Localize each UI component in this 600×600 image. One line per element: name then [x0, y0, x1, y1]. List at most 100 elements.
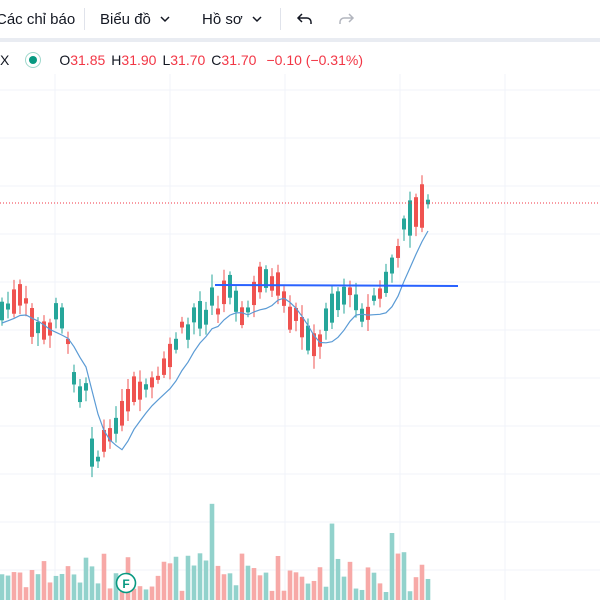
chevron-down-icon — [252, 16, 262, 23]
candle-body — [342, 286, 346, 305]
candle-body — [408, 200, 412, 236]
volume-bar — [383, 591, 389, 600]
top-toolbar: Các chỉ báo Biểu đồ Hồ sơ — [0, 0, 600, 38]
volume-bar — [329, 523, 335, 600]
moving-average-line — [1, 230, 429, 451]
volume-bar — [287, 570, 293, 600]
volume-bar — [5, 575, 11, 600]
candle-body — [120, 400, 124, 426]
chart-type-button[interactable]: Biểu đồ — [100, 0, 171, 38]
candle-body — [270, 276, 274, 291]
volume-bar — [47, 582, 53, 600]
candle-body — [240, 307, 244, 326]
live-dot-icon — [25, 52, 42, 68]
candle-body — [66, 338, 70, 345]
candle-body — [294, 307, 298, 321]
candle-body — [366, 306, 370, 320]
volume-bar — [371, 572, 377, 600]
volume-bar — [173, 556, 179, 600]
candle-body — [390, 257, 394, 274]
redo-button[interactable] — [336, 0, 356, 38]
candle-body — [90, 438, 94, 467]
candle-body — [318, 334, 322, 347]
volume-bar — [29, 569, 35, 600]
volume-bar — [407, 591, 413, 600]
candle-body — [60, 307, 64, 329]
volume-bar — [347, 561, 353, 600]
candle-body — [150, 377, 154, 388]
candle-body — [204, 309, 208, 325]
volume-bar — [353, 588, 359, 600]
candle-body — [384, 271, 388, 293]
volume-bar — [221, 574, 227, 600]
candle-body — [72, 372, 76, 385]
volume-bar — [359, 589, 365, 600]
high-value: 31.90 — [121, 52, 157, 68]
candle-body — [102, 429, 106, 452]
volume-bar — [245, 565, 251, 600]
candle-body — [426, 199, 430, 205]
low-value: 31.70 — [170, 52, 206, 68]
volume-bar — [275, 555, 281, 600]
candle-body — [108, 428, 112, 442]
volume-bar — [335, 558, 341, 600]
volume-bar — [23, 587, 29, 600]
resistance-trendline[interactable] — [214, 284, 459, 287]
volume-bar — [0, 574, 5, 600]
candle-body — [252, 281, 256, 306]
candle-body — [300, 316, 304, 338]
candle-body — [198, 301, 202, 329]
volume-bar — [143, 589, 149, 600]
volume-bar — [167, 563, 173, 600]
volume-bar — [293, 572, 299, 600]
volume-bar — [11, 572, 17, 600]
volume-bar — [269, 590, 275, 600]
indicators-label: Các chỉ báo — [0, 10, 76, 28]
candle-body — [84, 383, 88, 391]
toolbar-separator — [84, 8, 85, 30]
candle-body — [42, 321, 46, 340]
candle-body — [372, 295, 376, 301]
volume-bar — [197, 553, 203, 600]
candle-body — [96, 456, 100, 462]
profile-button[interactable]: Hồ sơ — [202, 0, 263, 38]
volume-bar — [341, 576, 347, 600]
volume-bar — [209, 503, 215, 600]
close-label: C — [211, 52, 222, 68]
indicators-button[interactable]: Các chỉ báo — [0, 0, 75, 38]
candle-body — [420, 184, 424, 228]
undo-button[interactable] — [295, 0, 315, 38]
profile-label: Hồ sơ — [202, 10, 243, 28]
volume-bar — [89, 566, 95, 600]
symbol-label[interactable]: X — [0, 52, 10, 68]
volume-bar — [191, 565, 197, 600]
event-marker[interactable]: F — [115, 572, 137, 594]
candlestick-chart[interactable]: F — [0, 74, 600, 600]
candle-body — [324, 308, 328, 331]
volume-bar — [413, 577, 419, 600]
candle-body — [348, 287, 352, 296]
candle-body — [18, 284, 22, 306]
volume-bars — [0, 503, 431, 600]
volume-bar — [137, 586, 143, 600]
volume-bar — [233, 585, 239, 600]
candle-body — [180, 321, 184, 328]
candle-body — [288, 306, 292, 330]
candle-body — [126, 388, 130, 412]
toolbar-divider — [0, 38, 600, 42]
candle-body — [306, 325, 310, 351]
candle-body — [168, 343, 172, 368]
candle-body — [24, 298, 28, 304]
volume-bar — [395, 553, 401, 600]
volume-bar — [77, 582, 83, 600]
candle-body — [0, 301, 4, 321]
volume-bar — [419, 564, 425, 600]
volume-bar — [239, 553, 245, 600]
candle-body — [354, 294, 358, 311]
candle-body — [30, 308, 34, 337]
volume-bar — [251, 568, 257, 600]
candle-body — [378, 288, 382, 299]
volume-bar — [83, 557, 89, 600]
candles — [0, 175, 430, 478]
candle-body — [330, 293, 334, 323]
